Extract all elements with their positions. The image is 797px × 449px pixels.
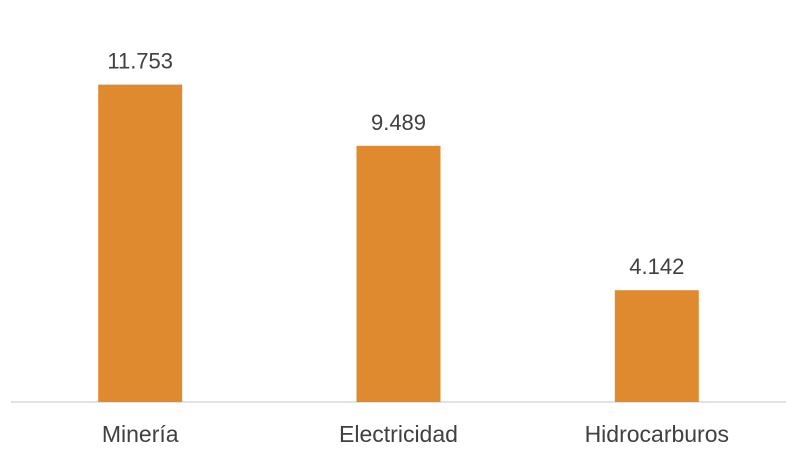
- category-label-minería: Minería: [102, 421, 179, 444]
- category-labels-layer: Minería Electricidad Hidrocarburos: [102, 421, 729, 447]
- category-label-electricidad: Electricidad: [339, 421, 458, 444]
- data-label-electricidad: 9.489: [371, 110, 426, 135]
- bar-electricidad: [356, 145, 441, 403]
- bar-hidrocarburos: [614, 290, 699, 402]
- data-label-hidrocarburos: 4.142: [629, 254, 684, 279]
- bars-layer: [98, 84, 699, 403]
- data-label-minería: 11.753: [107, 49, 173, 74]
- value-labels-layer: 11.753 9.489 4.142: [107, 49, 684, 280]
- category-label-hidrocarburos: Hidrocarburos: [585, 421, 729, 444]
- bar-minería: [98, 84, 183, 402]
